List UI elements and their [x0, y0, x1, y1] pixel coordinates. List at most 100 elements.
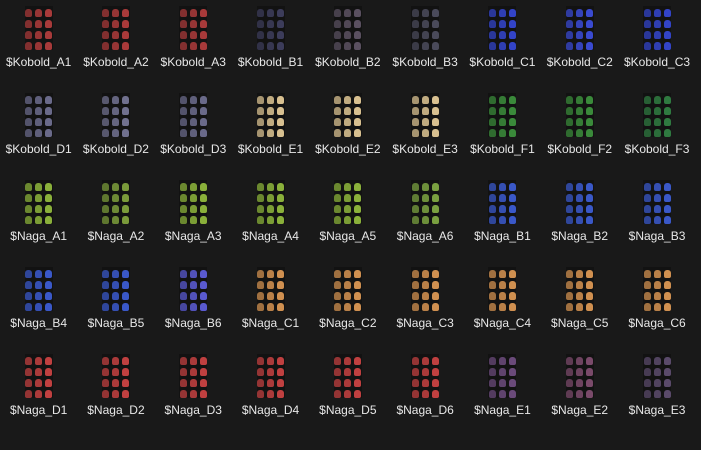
- file-item[interactable]: $Naga_C5: [541, 267, 618, 354]
- file-name: $Naga_C3: [396, 316, 454, 330]
- file-item[interactable]: $Naga_A1: [0, 180, 77, 267]
- file-item[interactable]: $Kobold_C1: [464, 6, 541, 93]
- sprite-frame: [199, 379, 207, 387]
- file-item[interactable]: $Naga_D1: [0, 354, 77, 441]
- sprite-frame: [122, 31, 130, 39]
- sprite-frame: [643, 270, 651, 278]
- sprite-frame: [35, 357, 43, 365]
- sprite-frame: [199, 31, 207, 39]
- file-item[interactable]: $Kobold_C3: [618, 6, 695, 93]
- file-item[interactable]: $Kobold_F2: [541, 93, 618, 180]
- file-item[interactable]: $Naga_E2: [541, 354, 618, 441]
- file-name: $Naga_B1: [474, 229, 531, 243]
- sprite-frame: [179, 303, 187, 311]
- sprite-frame: [35, 390, 43, 398]
- sprite-thumbnail: [179, 6, 208, 50]
- file-item[interactable]: $Kobold_F1: [464, 93, 541, 180]
- sprite-frame: [45, 20, 53, 28]
- file-item[interactable]: $Naga_C1: [232, 267, 309, 354]
- file-item[interactable]: $Kobold_D2: [77, 93, 154, 180]
- file-item[interactable]: $Naga_B5: [77, 267, 154, 354]
- sprite-frame: [257, 390, 265, 398]
- sprite-frame: [663, 194, 671, 202]
- sprite-frame: [199, 205, 207, 213]
- file-item[interactable]: $Naga_A5: [309, 180, 386, 267]
- sprite-frame: [35, 96, 43, 104]
- file-item[interactable]: $Kobold_A3: [155, 6, 232, 93]
- file-name: $Naga_C5: [551, 316, 609, 330]
- sprite-frame: [112, 194, 120, 202]
- file-item[interactable]: $Naga_C2: [309, 267, 386, 354]
- sprite-frame: [354, 292, 362, 300]
- file-name: $Naga_A5: [319, 229, 377, 243]
- sprite-thumbnail: [565, 180, 594, 224]
- file-item[interactable]: $Naga_C4: [464, 267, 541, 354]
- file-item[interactable]: $Naga_D3: [155, 354, 232, 441]
- sprite-thumbnail: [565, 6, 594, 50]
- sprite-frame: [25, 118, 33, 126]
- sprite-frame: [334, 9, 342, 17]
- sprite-frame: [498, 107, 506, 115]
- sprite-frame: [189, 303, 197, 311]
- sprite-thumbnail: [411, 6, 440, 50]
- file-item[interactable]: $Kobold_E3: [386, 93, 463, 180]
- sprite-frame: [411, 9, 419, 17]
- sprite-frame: [411, 183, 419, 191]
- sprite-frame: [267, 20, 275, 28]
- file-item[interactable]: $Kobold_B2: [309, 6, 386, 93]
- sprite-frame: [122, 216, 130, 224]
- file-name: $Naga_A1: [10, 229, 67, 243]
- sprite-frame: [586, 20, 594, 28]
- file-item[interactable]: $Naga_B6: [155, 267, 232, 354]
- file-item[interactable]: $Naga_B2: [541, 180, 618, 267]
- sprite-frame: [199, 357, 207, 365]
- sprite-frame: [508, 183, 516, 191]
- sprite-frame: [663, 368, 671, 376]
- file-item[interactable]: $Naga_D6: [386, 354, 463, 441]
- sprite-frame: [189, 20, 197, 28]
- sprite-frame: [257, 96, 265, 104]
- sprite-frame: [411, 303, 419, 311]
- file-item[interactable]: $Kobold_E2: [309, 93, 386, 180]
- file-item[interactable]: $Kobold_C2: [541, 6, 618, 93]
- sprite-frame: [25, 390, 33, 398]
- file-item[interactable]: $Naga_B3: [618, 180, 695, 267]
- sprite-frame: [643, 9, 651, 17]
- sprite-frame: [508, 9, 516, 17]
- file-item[interactable]: $Naga_D2: [77, 354, 154, 441]
- file-item[interactable]: $Naga_B1: [464, 180, 541, 267]
- sprite-frame: [566, 107, 574, 115]
- file-item[interactable]: $Kobold_B3: [386, 6, 463, 93]
- file-item[interactable]: $Kobold_B1: [232, 6, 309, 93]
- file-item[interactable]: $Naga_A3: [155, 180, 232, 267]
- file-item[interactable]: $Naga_C3: [386, 267, 463, 354]
- sprite-frame: [421, 42, 429, 50]
- file-item[interactable]: $Kobold_F3: [618, 93, 695, 180]
- file-item[interactable]: $Naga_D5: [309, 354, 386, 441]
- file-item[interactable]: $Kobold_A2: [77, 6, 154, 93]
- file-item[interactable]: $Kobold_E1: [232, 93, 309, 180]
- file-item[interactable]: $Naga_E3: [618, 354, 695, 441]
- sprite-frame: [122, 292, 130, 300]
- file-item[interactable]: $Naga_B4: [0, 267, 77, 354]
- sprite-frame: [354, 42, 362, 50]
- file-item[interactable]: $Kobold_D3: [155, 93, 232, 180]
- file-item[interactable]: $Kobold_D1: [0, 93, 77, 180]
- sprite-frame: [334, 194, 342, 202]
- sprite-frame: [576, 129, 584, 137]
- file-item[interactable]: $Naga_A6: [386, 180, 463, 267]
- file-item[interactable]: $Naga_D4: [232, 354, 309, 441]
- file-item[interactable]: $Naga_E1: [464, 354, 541, 441]
- file-item[interactable]: $Naga_C6: [618, 267, 695, 354]
- sprite-frame: [586, 31, 594, 39]
- sprite-frame: [122, 183, 130, 191]
- sprite-frame: [25, 20, 33, 28]
- sprite-frame: [566, 194, 574, 202]
- sprite-frame: [643, 96, 651, 104]
- file-item[interactable]: $Naga_A2: [77, 180, 154, 267]
- sprite-frame: [586, 390, 594, 398]
- file-item[interactable]: $Naga_A4: [232, 180, 309, 267]
- sprite-frame: [189, 129, 197, 137]
- sprite-frame: [576, 216, 584, 224]
- file-item[interactable]: $Kobold_A1: [0, 6, 77, 93]
